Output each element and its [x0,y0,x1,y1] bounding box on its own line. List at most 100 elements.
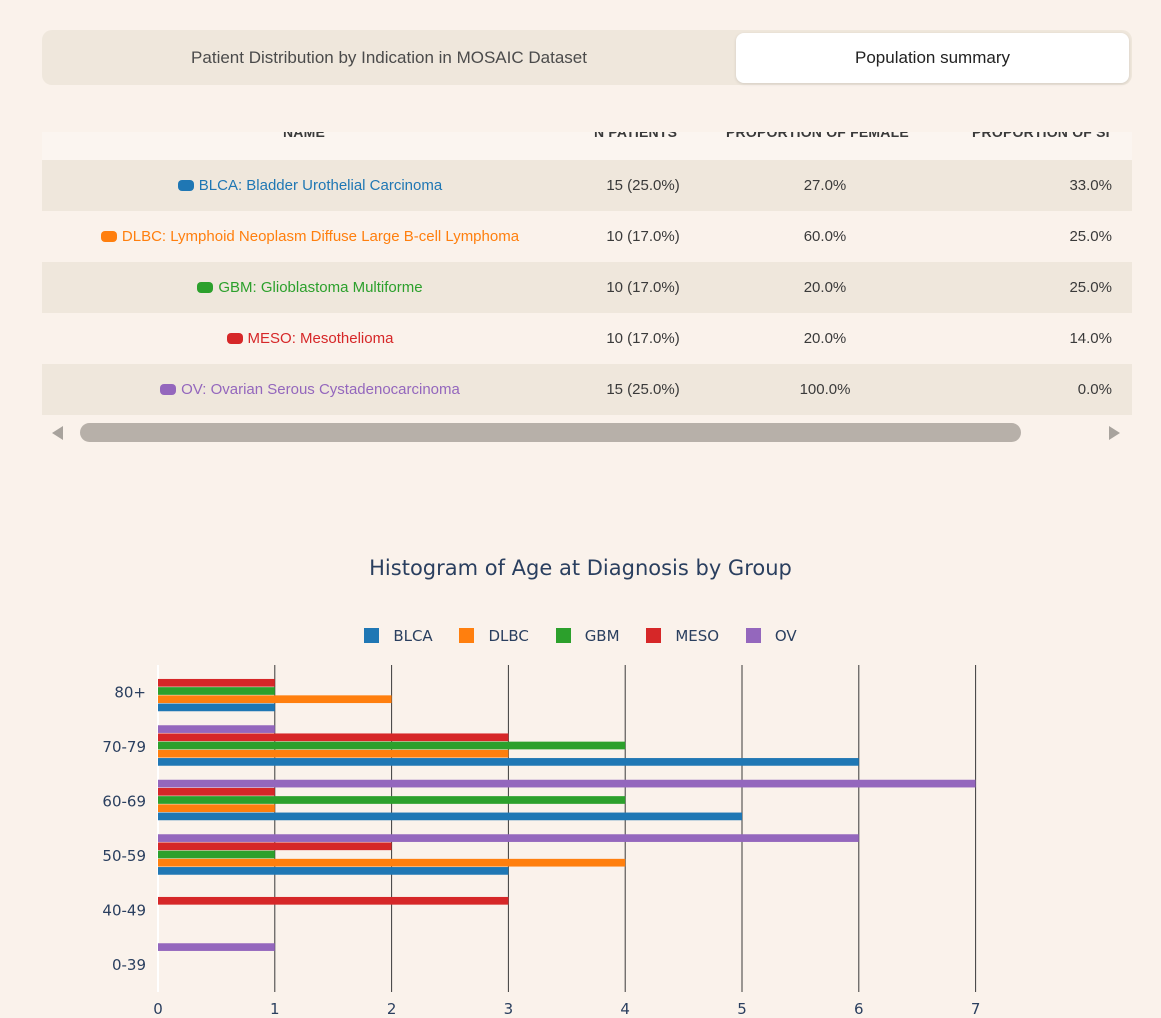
cell-name: DLBC: Lymphoid Neoplasm Diffuse Large B-… [42,211,578,262]
legend-item-gbm[interactable]: GBM [555,627,620,645]
bar-blca-80+[interactable]: BLCA 80+: 1 [158,703,275,712]
bar-ov-0-39[interactable]: OV 0-39: 1 [158,943,275,951]
scroll-left-arrow-icon[interactable] [52,426,63,440]
color-swatch [226,333,243,344]
cell-proportion-smoker: 33.0% [1069,177,1112,194]
cell-proportion-female: 27.0% [803,177,847,194]
scroll-right-arrow-icon[interactable] [1109,426,1120,440]
x-tick-label: 3 [504,1000,514,1018]
age-histogram-chart: OV 0-39: 1MESO 40-49: 3BLCA 50-59: 3DLBC… [102,665,980,1018]
legend-swatch [646,628,662,643]
tab-bar: Patient Distribution by Indication in MO… [42,30,1132,85]
color-swatch [177,180,194,191]
bar-meso-40-49[interactable]: MESO 40-49: 3 [158,896,509,905]
legend-item-ov[interactable]: OV [745,627,797,645]
bar-gbm-80+[interactable]: GBM 80+: 1 [158,687,275,695]
y-tick-label: 50-59 [102,847,146,865]
bar-blca-50-59[interactable]: BLCA 50-59: 3 [158,867,509,875]
cell-n-patients: 10 (17.0%) [606,279,680,296]
color-swatch [197,282,214,293]
scrollbar-thumb[interactable] [80,423,1021,442]
color-swatch [160,384,177,395]
legend-label: MESO [675,627,720,645]
bar-dlbc-50-59[interactable]: DLBC 50-59: 4 [158,858,626,867]
bar-meso-60-69[interactable]: MESO 60-69: 1 [158,787,275,796]
cell-n-patients: 10 (17.0%) [606,330,680,347]
x-tick-label: 4 [620,1000,630,1018]
color-swatch [100,231,117,242]
legend-label: BLCA [393,627,433,645]
cell-proportion-smoker: 25.0% [1069,228,1112,245]
table-row: BLCA: Bladder Urothelial Carcinoma 15 (2… [42,160,1132,211]
bar-meso-50-59[interactable]: MESO 50-59: 2 [158,842,392,851]
cell-proportion-female: 20.0% [803,279,847,296]
bar-blca-60-69[interactable]: BLCA 60-69: 5 [158,812,742,821]
cell-proportion-smoker: 25.0% [1069,279,1112,296]
horizontal-scrollbar[interactable] [42,420,1132,446]
cell-proportion-female: 20.0% [803,330,847,347]
indication-name: DLBC: Lymphoid Neoplasm Diffuse Large B-… [121,228,520,245]
table-row: GBM: Glioblastoma Multiforme 10 (17.0%) … [42,262,1132,313]
indication-name: OV: Ovarian Serous Cystadenocarcinoma [181,381,460,398]
tab-population-summary[interactable]: Population summary [736,33,1129,83]
legend-item-meso[interactable]: MESO [646,627,719,645]
table-row: MESO: Mesothelioma 10 (17.0%) 20.0% 14.0… [42,313,1132,364]
legend-label: DLBC [488,627,529,645]
header-proportion-smoker[interactable]: PROPORTION OF SI [972,132,1110,140]
chart-legend: BLCA DLBC GBM MESO OV [0,627,1161,649]
bar-dlbc-60-69[interactable]: DLBC 60-69: 1 [158,804,275,813]
legend-label: GBM [584,627,620,645]
legend-swatch [555,628,571,643]
indication-name: BLCA: Bladder Urothelial Carcinoma [198,177,443,194]
header-n-patients[interactable]: N PATIENTS [594,132,678,140]
indication-name: MESO: Mesothelioma [247,330,394,347]
bar-meso-70-79[interactable]: MESO 70-79: 3 [158,733,509,742]
bar-gbm-70-79[interactable]: GBM 70-79: 4 [158,741,626,750]
x-tick-label: 7 [971,1000,981,1018]
cell-proportion-smoker: 0.0% [1077,381,1112,398]
legend-item-dlbc[interactable]: DLBC [459,627,529,645]
x-tick-label: 5 [737,1000,747,1018]
bar-gbm-50-59[interactable]: GBM 50-59: 1 [158,850,275,859]
bar-meso-80+[interactable]: MESO 80+: 1 [158,678,275,687]
cell-name: OV: Ovarian Serous Cystadenocarcinoma [42,364,578,415]
y-tick-label: 40-49 [102,901,146,919]
bar-ov-70-79[interactable]: OV 70-79: 1 [158,725,275,733]
chart-title: Histogram of Age at Diagnosis by Group [369,556,792,580]
table-row: OV: Ovarian Serous Cystadenocarcinoma 15… [42,364,1132,415]
table-row: DLBC: Lymphoid Neoplasm Diffuse Large B-… [42,211,1132,262]
legend-label: OV [774,627,797,645]
indication-name: GBM: Glioblastoma Multiforme [218,279,423,296]
legend-item-blca[interactable]: BLCA [364,627,433,645]
x-tick-label: 1 [270,1000,280,1018]
bar-dlbc-80+[interactable]: DLBC 80+: 2 [158,695,392,704]
x-tick-label: 2 [387,1000,397,1018]
cell-name: MESO: Mesothelioma [42,313,578,364]
cell-name: BLCA: Bladder Urothelial Carcinoma [42,160,578,211]
axis-labels: 0-39 40-49 50-59 60-69 70-79 80+ 0 1 2 3 4 5 6 7 [102,683,980,1018]
legend-swatch [745,628,761,643]
bar-ov-50-59[interactable]: OV 50-59: 6 [158,834,859,842]
y-tick-label: 60-69 [102,792,146,810]
cell-proportion-smoker: 14.0% [1069,330,1112,347]
header-proportion-female[interactable]: PROPORTION OF FEMALE [726,132,909,140]
cell-n-patients: 10 (17.0%) [606,228,680,245]
bar-gbm-60-69[interactable]: GBM 60-69: 4 [158,796,626,804]
grid-lines [157,665,977,992]
header-name[interactable]: NAME [283,132,326,140]
population-summary-table: NAME N PATIENTS PROPORTION OF FEMALE PRO… [42,132,1132,418]
cell-proportion-female: 60.0% [803,228,847,245]
cell-n-patients: 15 (25.0%) [606,177,680,194]
bars: OV 0-39: 1MESO 40-49: 3BLCA 50-59: 3DLBC… [158,678,976,951]
table-header: NAME N PATIENTS PROPORTION OF FEMALE PRO… [42,132,1132,160]
y-tick-label: 0-39 [112,956,146,974]
tab-patient-distribution[interactable]: Patient Distribution by Indication in MO… [191,48,587,67]
x-tick-label: 6 [854,1000,864,1018]
bar-ov-60-69[interactable]: OV 60-69: 7 [158,779,976,788]
y-tick-label: 70-79 [102,738,146,756]
cell-proportion-female: 100.0% [799,381,851,398]
bar-blca-70-79[interactable]: BLCA 70-79: 6 [158,758,859,766]
cell-n-patients: 15 (25.0%) [606,381,680,398]
bar-dlbc-70-79[interactable]: DLBC 70-79: 3 [158,749,509,758]
y-tick-label: 80+ [114,683,146,701]
